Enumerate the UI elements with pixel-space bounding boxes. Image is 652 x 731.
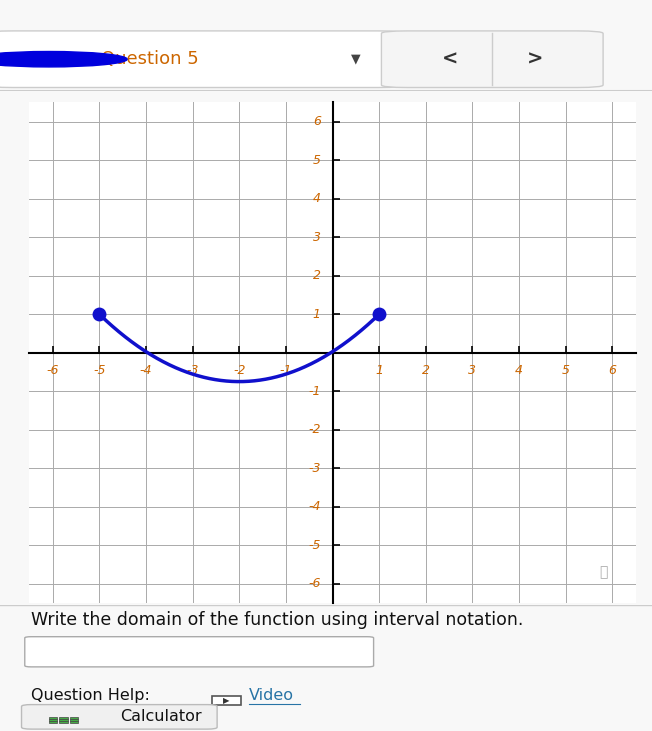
Text: -4: -4 xyxy=(308,500,321,513)
Text: -1: -1 xyxy=(308,385,321,398)
Text: -1: -1 xyxy=(280,364,292,377)
FancyBboxPatch shape xyxy=(70,721,78,723)
FancyBboxPatch shape xyxy=(49,719,57,721)
FancyBboxPatch shape xyxy=(25,637,374,667)
FancyBboxPatch shape xyxy=(59,717,68,719)
Text: -5: -5 xyxy=(308,539,321,552)
Text: -5: -5 xyxy=(93,364,106,377)
FancyBboxPatch shape xyxy=(70,719,78,721)
FancyBboxPatch shape xyxy=(59,721,68,723)
FancyBboxPatch shape xyxy=(59,719,68,721)
Text: 6: 6 xyxy=(608,364,616,377)
Text: -4: -4 xyxy=(140,364,152,377)
Text: -3: -3 xyxy=(186,364,199,377)
FancyBboxPatch shape xyxy=(212,697,241,705)
Text: 4: 4 xyxy=(515,364,523,377)
Text: 3: 3 xyxy=(313,231,321,243)
Text: Calculator: Calculator xyxy=(121,709,202,724)
Text: >: > xyxy=(526,50,543,69)
Text: ▶: ▶ xyxy=(223,697,230,705)
Text: 2: 2 xyxy=(313,269,321,282)
Text: 4: 4 xyxy=(313,192,321,205)
FancyBboxPatch shape xyxy=(49,721,57,723)
Text: -6: -6 xyxy=(46,364,59,377)
FancyBboxPatch shape xyxy=(381,31,603,88)
Text: 2: 2 xyxy=(422,364,430,377)
Text: -3: -3 xyxy=(308,462,321,474)
FancyBboxPatch shape xyxy=(0,31,404,88)
Text: 6: 6 xyxy=(313,115,321,128)
Text: -2: -2 xyxy=(233,364,246,377)
Text: 1: 1 xyxy=(375,364,383,377)
Text: Question Help:: Question Help: xyxy=(31,689,150,703)
FancyBboxPatch shape xyxy=(22,705,217,729)
Text: 1: 1 xyxy=(313,308,321,321)
FancyBboxPatch shape xyxy=(70,717,78,719)
Text: Question 5: Question 5 xyxy=(101,50,199,68)
Text: 3: 3 xyxy=(468,364,477,377)
Text: Write the domain of the function using interval notation.: Write the domain of the function using i… xyxy=(31,611,524,629)
Text: 5: 5 xyxy=(562,364,570,377)
Text: Video: Video xyxy=(249,689,294,703)
Text: <: < xyxy=(441,50,458,69)
Text: 🔍: 🔍 xyxy=(599,565,607,579)
FancyBboxPatch shape xyxy=(49,717,57,719)
Text: 5: 5 xyxy=(313,154,321,167)
Circle shape xyxy=(0,51,127,67)
Text: -2: -2 xyxy=(308,423,321,436)
Text: ▼: ▼ xyxy=(351,53,360,66)
Text: -6: -6 xyxy=(308,577,321,591)
